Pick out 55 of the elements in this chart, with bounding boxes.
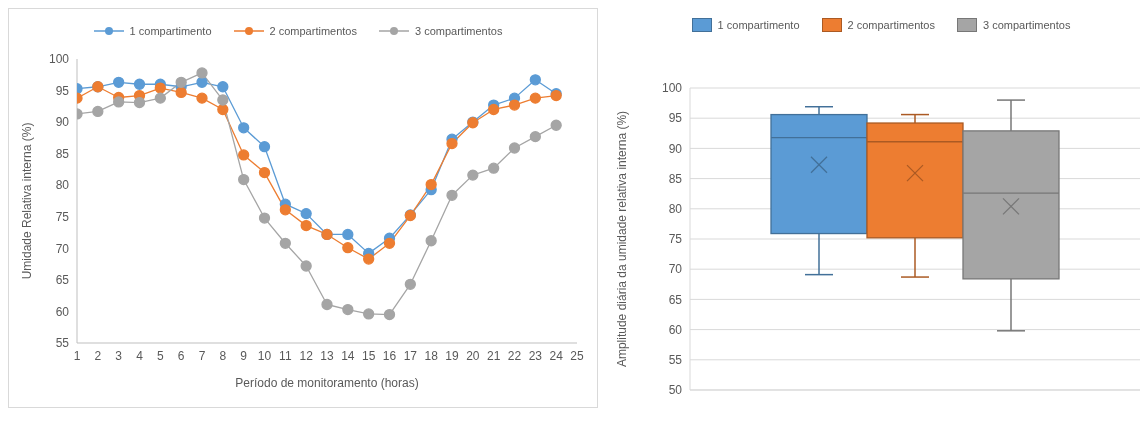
x-tick-label: 18 — [424, 348, 439, 363]
y-tick-label: 90 — [668, 141, 683, 156]
y-tick-label: 60 — [55, 304, 70, 319]
x-tick-label: 13 — [320, 348, 334, 363]
y-tick-label: 85 — [55, 146, 70, 161]
x-tick-label: 14 — [341, 348, 355, 363]
x-tick-label: 23 — [528, 348, 543, 363]
y-tick-label: 75 — [55, 210, 70, 225]
legend-label: 2 compartimentos — [846, 18, 935, 32]
x-tick-label: 12 — [299, 348, 314, 363]
x-tick-label: 21 — [486, 348, 501, 363]
y-tick-label: 65 — [55, 273, 70, 288]
legend-label: 3 compartimentos — [981, 18, 1071, 32]
y-tick-label: 100 — [48, 52, 70, 67]
legend-label: 1 compartimento — [716, 18, 800, 32]
x-tick-label: 22 — [507, 348, 522, 363]
y-tick-label: 80 — [55, 178, 70, 193]
x-tick-label: 25 — [570, 348, 584, 363]
x-tick-label: 1 — [73, 348, 81, 363]
y-tick-label: 70 — [668, 262, 683, 277]
x-tick-label: 4 — [136, 348, 144, 363]
y-tick-label: 60 — [668, 322, 683, 337]
x-tick-label: 15 — [361, 348, 376, 363]
x-tick-label: 5 — [156, 348, 164, 363]
x-tick-label: 2 — [94, 348, 102, 363]
legend-label: 3 compartimentos — [413, 25, 503, 37]
y-tick-label: 75 — [668, 232, 683, 247]
x-tick-label: 16 — [382, 348, 397, 363]
x-axis-title: Período de monitoramento (horas) — [235, 376, 419, 390]
x-tick-label: 7 — [198, 348, 206, 363]
y-tick-label: 55 — [55, 336, 70, 351]
x-tick-label: 11 — [279, 348, 292, 363]
y-tick-label: 70 — [55, 241, 70, 256]
y-tick-label: 65 — [668, 292, 683, 307]
y-tick-label: 80 — [668, 202, 683, 217]
y-tick-label: 100 — [661, 81, 683, 96]
x-tick-label: 6 — [177, 348, 185, 363]
x-tick-label: 10 — [257, 348, 272, 363]
y-tick-label: 90 — [55, 115, 70, 130]
x-tick-label: 24 — [549, 348, 564, 363]
x-tick-label: 17 — [403, 348, 418, 363]
y-tick-label: 55 — [668, 353, 683, 368]
x-tick-label: 9 — [240, 348, 248, 363]
y-axis-title: Umidade Relativa interna (%) — [20, 122, 35, 280]
y-tick-label: 95 — [55, 83, 70, 98]
y-axis-title: Amplitude diária da umidade relativa interna (%) — [615, 110, 630, 368]
legend-label: 1 compartimento — [128, 25, 212, 37]
x-tick-label: 19 — [445, 348, 459, 363]
y-tick-label: 50 — [668, 383, 683, 398]
x-tick-label: 8 — [219, 348, 227, 363]
y-tick-label: 85 — [668, 171, 683, 186]
legend-label: 2 compartimentos — [268, 25, 357, 37]
x-tick-label: 3 — [115, 348, 123, 363]
x-tick-label: 20 — [466, 348, 480, 363]
y-tick-label: 95 — [668, 111, 683, 126]
